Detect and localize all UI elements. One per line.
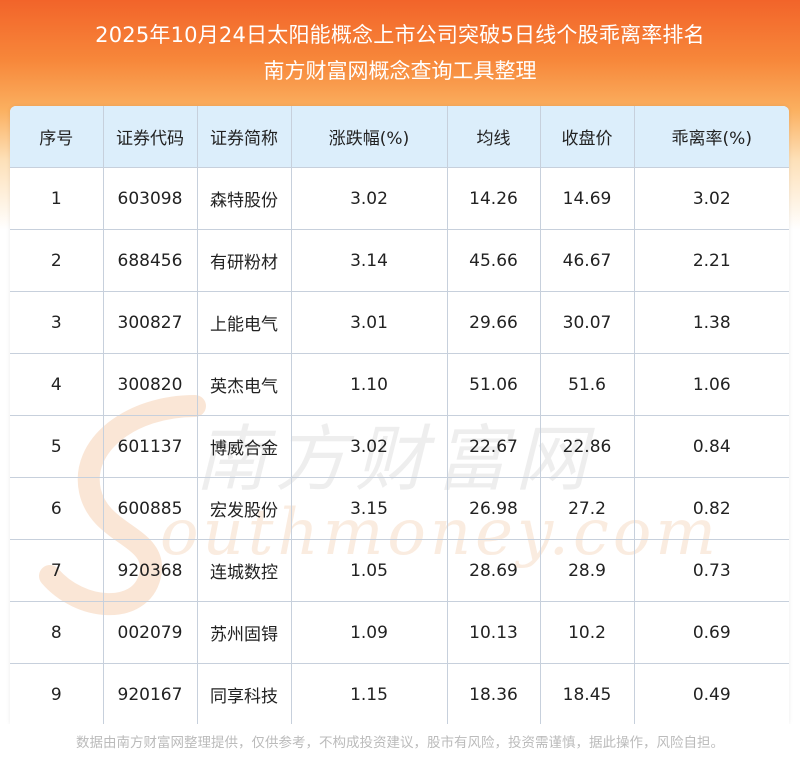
cell-code: 002079 <box>102 601 198 664</box>
cell-index: 5 <box>10 415 104 478</box>
cell-ma: 28.69 <box>446 539 541 602</box>
cell-ma: 26.98 <box>446 477 541 540</box>
cell-close: 27.2 <box>539 477 635 540</box>
cell-index: 8 <box>10 601 104 664</box>
cell-change: 1.05 <box>290 539 448 602</box>
cell-ma: 10.13 <box>446 601 541 664</box>
col-header-code: 证券代码 <box>102 106 198 168</box>
cell-name: 森特股份 <box>196 167 292 230</box>
cell-bias: 1.06 <box>633 353 789 416</box>
cell-code: 688456 <box>102 229 198 292</box>
cell-name: 上能电气 <box>196 291 292 354</box>
cell-close: 46.67 <box>539 229 635 292</box>
cell-close: 28.9 <box>539 539 635 602</box>
footer-disclaimer: 数据由南方财富网整理提供，仅供参考，不构成投资建议，股市有风险，投资需谨慎，据此… <box>0 724 800 770</box>
cell-bias: 1.38 <box>633 291 789 354</box>
table-row: 5 601137 博威合金 3.02 22.67 22.86 0.84 <box>10 415 789 478</box>
cell-code: 603098 <box>102 167 198 230</box>
cell-change: 3.15 <box>290 477 448 540</box>
col-header-change: 涨跌幅(%) <box>290 106 448 168</box>
cell-change: 3.14 <box>290 229 448 292</box>
cell-name: 英杰电气 <box>196 353 292 416</box>
cell-close: 30.07 <box>539 291 635 354</box>
cell-close: 18.45 <box>539 663 635 724</box>
cell-change: 1.15 <box>290 663 448 724</box>
cell-ma: 29.66 <box>446 291 541 354</box>
cell-name: 博威合金 <box>196 415 292 478</box>
cell-index: 4 <box>10 353 104 416</box>
col-header-index: 序号 <box>10 106 104 168</box>
cell-name: 苏州固锝 <box>196 601 292 664</box>
cell-bias: 0.69 <box>633 601 789 664</box>
cell-index: 1 <box>10 167 104 230</box>
cell-code: 600885 <box>102 477 198 540</box>
cell-name: 宏发股份 <box>196 477 292 540</box>
cell-index: 2 <box>10 229 104 292</box>
table-row: 9 920167 同享科技 1.15 18.36 18.45 0.49 <box>10 663 789 724</box>
cell-code: 920167 <box>102 663 198 724</box>
cell-code: 300820 <box>102 353 198 416</box>
cell-change: 1.09 <box>290 601 448 664</box>
cell-change: 1.10 <box>290 353 448 416</box>
cell-index: 3 <box>10 291 104 354</box>
table-row: 6 600885 宏发股份 3.15 26.98 27.2 0.82 <box>10 477 789 540</box>
page-subtitle: 南方财富网概念查询工具整理 <box>263 59 537 83</box>
page-title: 2025年10月24日太阳能概念上市公司突破5日线个股乖离率排名 <box>95 23 705 47</box>
table-row: 8 002079 苏州固锝 1.09 10.13 10.2 0.69 <box>10 601 789 664</box>
table-row: 1 603098 森特股份 3.02 14.26 14.69 3.02 <box>10 167 789 230</box>
cell-change: 3.02 <box>290 415 448 478</box>
table-card: 南方财富网 outhmoney.com 序号 证券代码 证券简称 涨跌幅(%) … <box>10 106 789 724</box>
cell-change: 3.02 <box>290 167 448 230</box>
cell-close: 51.6 <box>539 353 635 416</box>
cell-close: 14.69 <box>539 167 635 230</box>
table-row: 4 300820 英杰电气 1.10 51.06 51.6 1.06 <box>10 353 789 416</box>
table-row: 2 688456 有研粉材 3.14 45.66 46.67 2.21 <box>10 229 789 292</box>
cell-index: 9 <box>10 663 104 724</box>
cell-code: 920368 <box>102 539 198 602</box>
cell-bias: 0.82 <box>633 477 789 540</box>
cell-bias: 0.84 <box>633 415 789 478</box>
cell-bias: 2.21 <box>633 229 789 292</box>
cell-ma: 51.06 <box>446 353 541 416</box>
cell-bias: 3.02 <box>633 167 789 230</box>
cell-bias: 0.73 <box>633 539 789 602</box>
cell-bias: 0.49 <box>633 663 789 724</box>
header: 2025年10月24日太阳能概念上市公司突破5日线个股乖离率排名 南方财富网概念… <box>0 0 800 106</box>
ranking-table: 序号 证券代码 证券简称 涨跌幅(%) 均线 收盘价 乖离率(%) 1 6030… <box>10 106 789 724</box>
cell-name: 同享科技 <box>196 663 292 724</box>
cell-close: 10.2 <box>539 601 635 664</box>
table-row: 3 300827 上能电气 3.01 29.66 30.07 1.38 <box>10 291 789 354</box>
cell-index: 7 <box>10 539 104 602</box>
cell-code: 300827 <box>102 291 198 354</box>
cell-name: 有研粉材 <box>196 229 292 292</box>
cell-change: 3.01 <box>290 291 448 354</box>
cell-ma: 45.66 <box>446 229 541 292</box>
col-header-close: 收盘价 <box>539 106 635 168</box>
cell-code: 601137 <box>102 415 198 478</box>
cell-ma: 18.36 <box>446 663 541 724</box>
col-header-name: 证券简称 <box>196 106 292 168</box>
cell-name: 连城数控 <box>196 539 292 602</box>
table-row: 7 920368 连城数控 1.05 28.69 28.9 0.73 <box>10 539 789 602</box>
col-header-bias: 乖离率(%) <box>633 106 789 168</box>
table-header-row: 序号 证券代码 证券简称 涨跌幅(%) 均线 收盘价 乖离率(%) <box>10 106 789 168</box>
cell-ma: 22.67 <box>446 415 541 478</box>
cell-index: 6 <box>10 477 104 540</box>
cell-close: 22.86 <box>539 415 635 478</box>
cell-ma: 14.26 <box>446 167 541 230</box>
col-header-ma: 均线 <box>446 106 541 168</box>
